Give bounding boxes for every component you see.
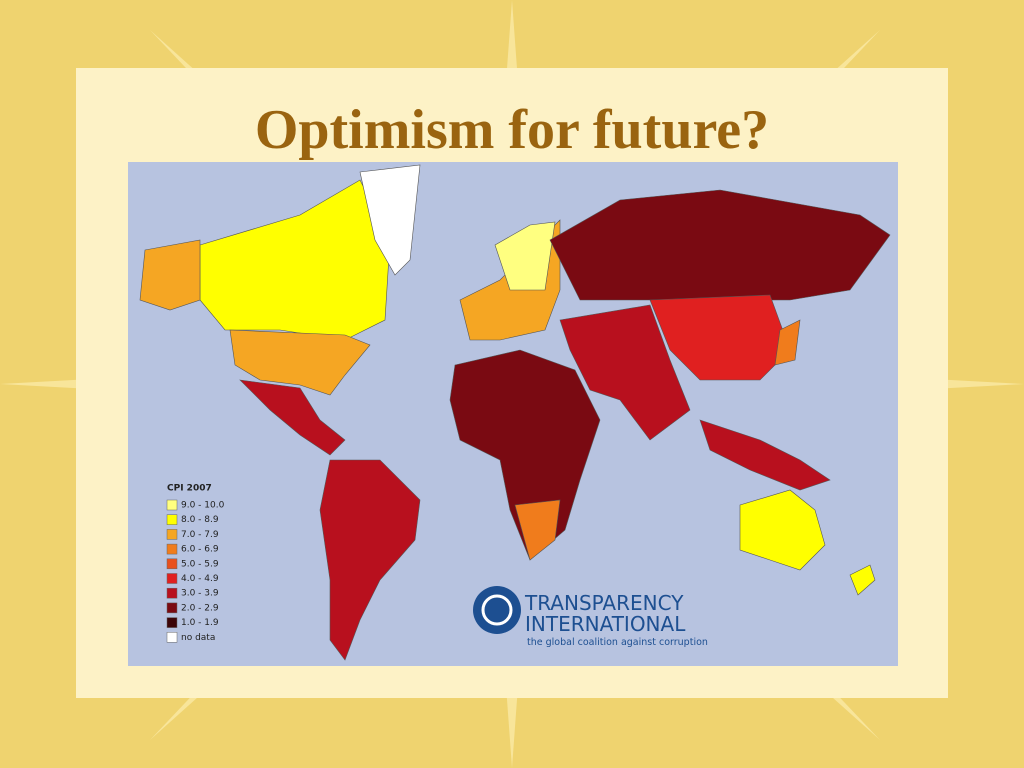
legend-swatch (166, 529, 178, 540)
world-map (128, 162, 898, 666)
canada (199, 179, 391, 341)
legend-title: CPI 2007 (167, 484, 212, 494)
legend-label: 4.0 - 4.9 (181, 574, 219, 584)
logo-line1: TRANSPARENCY (524, 591, 684, 615)
legend-swatch (166, 543, 178, 555)
alaska (139, 239, 201, 311)
new-zealand (849, 564, 876, 596)
middle-asia (559, 304, 691, 441)
japan (774, 319, 801, 366)
greenland (359, 164, 421, 276)
southeast-asia (699, 419, 831, 491)
central-america (239, 379, 346, 456)
legend-label: 7.0 - 7.9 (181, 530, 219, 540)
legend: CPI 2007 9.0 - 10.0 8.0 - 8.9 7.0 - 7.9 6.0… (166, 484, 225, 643)
legend-swatch (166, 558, 178, 570)
australia (739, 489, 826, 571)
legend-label: 9.0 - 10.0 (181, 501, 225, 511)
china (649, 294, 791, 381)
logo-line2: INTERNATIONAL (525, 612, 686, 636)
logo-mark (473, 586, 521, 634)
legend-label: 8.0 - 8.9 (181, 515, 219, 525)
south-america (319, 459, 421, 661)
legend-label: 2.0 - 2.9 (181, 603, 219, 613)
legend-label: no data (181, 633, 215, 643)
slide-title: Optimism for future? (255, 99, 769, 161)
logo: TRANSPARENCY INTERNATIONAL the global co… (473, 586, 708, 648)
legend-swatch (166, 587, 178, 599)
russia (549, 189, 891, 301)
legend-label: 6.0 - 6.9 (181, 545, 219, 555)
logo-mark-ring (481, 594, 513, 626)
legend-label: 3.0 - 3.9 (181, 589, 219, 599)
usa (229, 329, 371, 396)
legend-swatch (166, 602, 178, 614)
legend-swatch (166, 499, 178, 511)
southern-africa (514, 499, 561, 561)
legend-label: 1.0 - 1.9 (181, 618, 219, 628)
legend-label: 5.0 - 5.9 (181, 559, 219, 569)
legend-swatch (166, 573, 178, 584)
logo-tagline: the global coalition against corruption (527, 637, 708, 648)
legend-swatch (166, 632, 178, 643)
legend-swatch (166, 514, 178, 525)
legend-swatch (166, 617, 178, 628)
scandinavia (494, 221, 556, 291)
